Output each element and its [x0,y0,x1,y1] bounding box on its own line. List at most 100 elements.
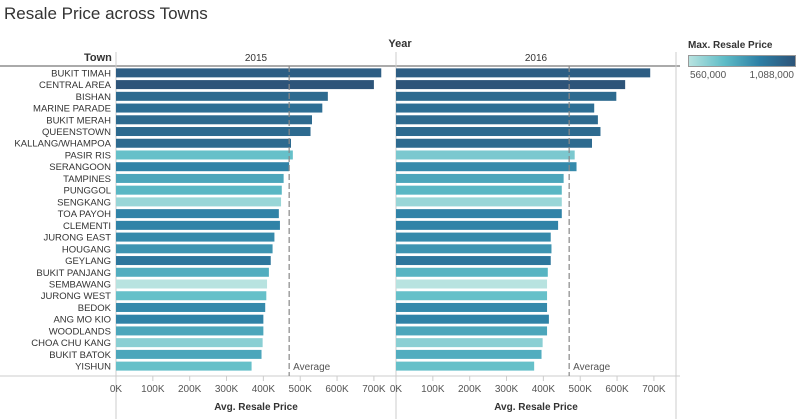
town-label: JURONG EAST [43,233,111,244]
town-label: ANG MO KIO [53,315,111,326]
bar-2016-BUKIT TIMAH [396,68,651,78]
bar-2015-BUKIT BATOK [116,349,262,359]
bar-2016-YISHUN [396,361,535,371]
bar-2015-WOODLANDS [116,326,264,336]
bar-2016-SERANGOON [396,162,577,172]
x-tick-label: 200K [178,384,202,395]
town-label: CHOA CHU KANG [31,338,111,349]
bar-2015-TAMPINES [116,173,284,183]
town-label: SERANGOON [49,162,111,173]
legend-min-label: 560,000 [690,70,727,81]
bar-2016-BEDOK [396,302,548,312]
bar-2015-SENGKANG [116,197,282,207]
bar-2016-QUEENSTOWN [396,127,601,137]
town-label: YISHUN [75,362,111,373]
bar-2016-BUKIT MERAH [396,115,598,125]
bar-2015-BISHAN [116,91,328,101]
x-tick-label: 400K [252,384,276,395]
bar-2016-HOUGANG [396,244,552,254]
bar-2016-KALLANG/WHAMPOA [396,138,592,148]
x-tick-label: 400K [532,384,556,395]
x-tick-label: 700K [642,384,666,395]
bar-2015-CHOA CHU KANG [116,338,263,348]
x-tick-label: 500K [289,384,313,395]
column-header-year: Year [388,38,412,50]
x-tick-label: 500K [569,384,593,395]
chart-title: Resale Price across Towns [4,4,208,23]
bar-2015-PUNGGOL [116,185,282,195]
bar-2015-QUEENSTOWN [116,127,311,137]
bar-2016-ANG MO KIO [396,314,549,324]
x-tick-label: 600K [325,384,349,395]
legend-gradient [688,55,796,67]
color-legend[interactable]: Max. Resale Price 560,000 1,088,000 [688,40,796,81]
town-label: HOUGANG [62,244,111,255]
town-label: BUKIT MERAH [46,115,111,126]
bar-2015-SERANGOON [116,162,290,172]
x-tick-label: 100K [141,384,165,395]
bar-2015-BUKIT MERAH [116,115,312,125]
town-label: BUKIT TIMAH [51,68,111,79]
bar-2015-MARINE PARADE [116,103,323,113]
bar-2015-GEYLANG [116,256,271,266]
town-label: JURONG WEST [41,291,111,302]
bar-2015-BUKIT TIMAH [116,68,382,78]
town-label: TAMPINES [63,174,111,185]
town-label: PASIR RIS [65,150,111,161]
x-axis-title: Avg. Resale Price [214,402,298,413]
town-label: GEYLANG [65,256,111,267]
bar-2015-KALLANG/WHAMPOA [116,138,291,148]
legend-max-label: 1,088,000 [749,70,795,81]
x-tick-label: 600K [605,384,629,395]
row-header-town: Town [84,52,112,64]
town-label: BUKIT BATOK [49,350,111,361]
bar-2015-HOUGANG [116,244,273,254]
average-label: Average [293,362,331,373]
average-label: Average [573,362,611,373]
bar-2015-TOA PAYOH [116,209,279,219]
x-tick-label: 100K [421,384,445,395]
bar-2016-BUKIT PANJANG [396,267,548,277]
bar-2015-JURONG WEST [116,291,267,301]
year-header-2015: 2015 [245,53,268,64]
x-tick-label: 300K [215,384,239,395]
town-label: BEDOK [78,303,112,314]
bar-2015-BUKIT PANJANG [116,267,269,277]
bar-2016-CHOA CHU KANG [396,338,543,348]
bar-2016-SEMBAWANG [396,279,548,289]
bar-2016-PASIR RIS [396,150,575,160]
bar-2015-CLEMENTI [116,220,280,230]
bar-2016-BUKIT BATOK [396,349,542,359]
bar-2015-SEMBAWANG [116,279,268,289]
bar-2016-SENGKANG [396,197,562,207]
town-label: BUKIT PANJANG [36,268,111,279]
town-label: MARINE PARADE [33,104,111,115]
bar-2015-CENTRAL AREA [116,80,374,90]
legend-title: Max. Resale Price [688,40,773,51]
bar-2016-CLEMENTI [396,220,559,230]
x-tick-label: 200K [458,384,482,395]
bar-2016-CENTRAL AREA [396,80,626,90]
bar-2016-TAMPINES [396,173,564,183]
year-header-2016: 2016 [525,53,548,64]
bar-2015-JURONG EAST [116,232,275,242]
bar-2016-GEYLANG [396,256,551,266]
bar-2016-WOODLANDS [396,326,548,336]
town-label: BISHAN [76,92,112,103]
x-tick-label: 0K [110,384,123,395]
bar-2016-MARINE PARADE [396,103,595,113]
x-axis-title: Avg. Resale Price [494,402,578,413]
bar-2015-ANG MO KIO [116,314,264,324]
town-label: SEMBAWANG [49,280,111,291]
bar-2016-BISHAN [396,91,617,101]
town-label: CENTRAL AREA [39,80,112,91]
bar-2016-JURONG EAST [396,232,551,242]
bar-2016-TOA PAYOH [396,209,562,219]
bar-2015-PASIR RIS [116,150,293,160]
town-label: PUNGGOL [63,186,111,197]
x-tick-label: 0K [390,384,403,395]
x-tick-label: 300K [495,384,519,395]
x-tick-label: 700K [362,384,386,395]
bar-2016-JURONG WEST [396,291,548,301]
